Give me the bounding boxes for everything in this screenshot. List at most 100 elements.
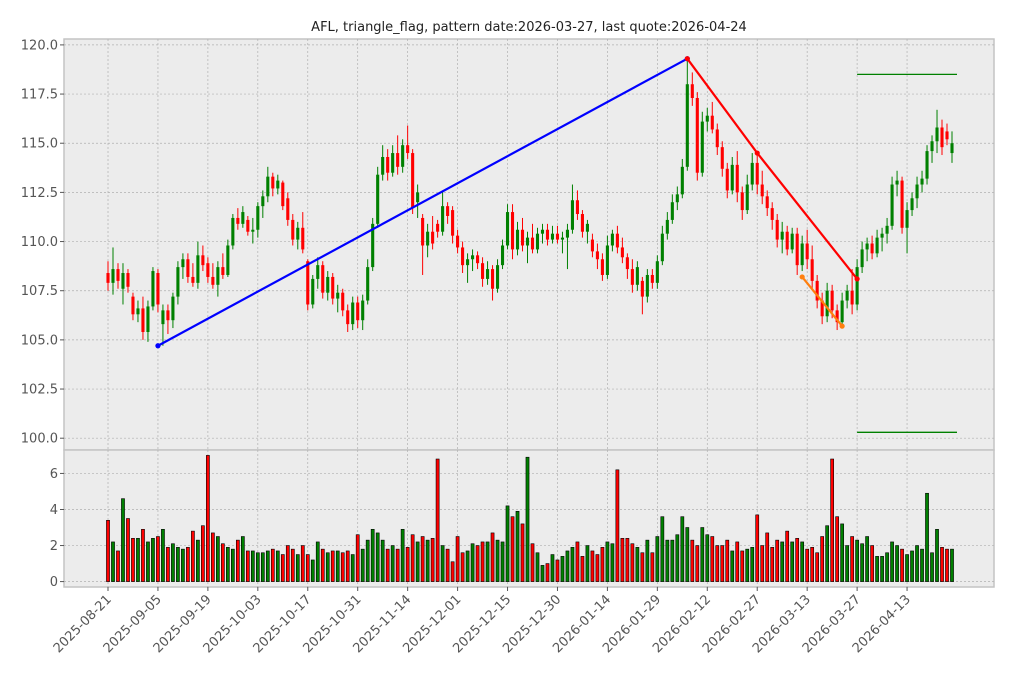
volume-bar [685,527,690,582]
volume-bar [680,516,685,582]
volume-bar [550,554,555,582]
candle-body [166,310,170,321]
candle-body [600,259,604,275]
volume-bar [820,536,825,582]
candle-body [570,200,574,230]
volume-bar [265,550,270,582]
pattern-point [839,323,845,329]
volume-bar [810,547,815,582]
volume-bar [755,514,760,582]
candle-body [920,178,924,185]
volume-bar [825,525,829,582]
volume-bar [450,561,455,582]
volume-bar [161,529,165,582]
volume-bar [141,529,145,582]
candle-body [206,263,210,277]
candle-body [446,206,450,216]
volume-bar [131,538,135,582]
candle-body [510,212,515,250]
candle-body [500,245,505,266]
candle-body [411,153,415,209]
volume-bar [945,548,949,582]
candle-body [880,233,884,238]
volume-bar [176,547,180,582]
candle-body [635,267,639,285]
candle-body [890,184,894,226]
volume-bar [765,532,770,582]
volume-bar [885,552,889,582]
volume-bar [635,547,640,582]
volume-series [106,455,954,582]
volume-bar [216,536,220,582]
candle-body [111,269,115,283]
candle-body [935,127,939,142]
volume-bar [900,548,904,582]
candle-body [476,255,480,264]
candle-body [700,121,704,173]
volume-bar [440,545,445,582]
volume-bar [505,505,510,582]
candle-body [895,180,899,185]
candle-body [361,300,365,321]
volume-bar [705,534,710,582]
volume-bar [660,516,665,582]
price-tick-label: 102.5 [21,383,58,398]
volume-bar [790,541,795,582]
candle-body [401,145,405,167]
volume-bar [300,545,305,582]
volume-bar [615,469,620,582]
volume-bar [575,541,580,582]
volume-bar [815,552,820,582]
candle-body [346,310,350,325]
volume-bar [325,552,330,582]
volume-bar [920,548,924,582]
candle-body [261,196,265,207]
volume-bar [490,532,495,582]
candle-body [276,180,280,189]
candle-body [625,257,629,270]
candle-body [825,290,829,317]
volume-bar [545,563,550,582]
volume-bar [211,532,215,582]
volume-bar [156,536,160,582]
candle-body [550,233,555,240]
candle-body [520,229,525,246]
candle-body [860,249,864,268]
candle-body [710,115,714,130]
volume-bar [116,550,120,582]
candle-body [136,308,140,315]
candle-body [720,147,724,169]
candle-body [735,164,739,193]
volume-bar [500,541,505,582]
candle-body [780,231,784,240]
candle-body [565,229,570,238]
candle-body [595,251,599,260]
candle-body [481,263,485,279]
volume-bar [600,547,605,582]
volume-bar [840,523,844,582]
volume-bar [405,547,410,582]
candle-body [695,97,699,173]
volume-bar [915,545,919,582]
volume-bar [460,552,465,582]
candle-body [770,208,774,220]
volume-bar [750,547,755,582]
candle-body [456,235,460,248]
candle-body [775,219,779,240]
volume-bar [670,539,675,582]
candle-body [116,269,120,281]
candle-body [790,233,794,250]
volume-bar [136,538,140,582]
volume-bar [250,550,255,582]
volume-bar [270,548,275,582]
volume-bar [875,556,879,582]
candle-body [266,176,270,197]
candle-body [805,243,809,260]
volume-bar [275,550,280,582]
candle-body [396,153,400,167]
volume-bar [950,548,954,582]
candle-body [231,217,235,246]
volume-bar [710,536,715,582]
candle-body [555,233,560,240]
chart-title: AFL, triangle_flag, pattern date:2026-03… [311,20,747,35]
